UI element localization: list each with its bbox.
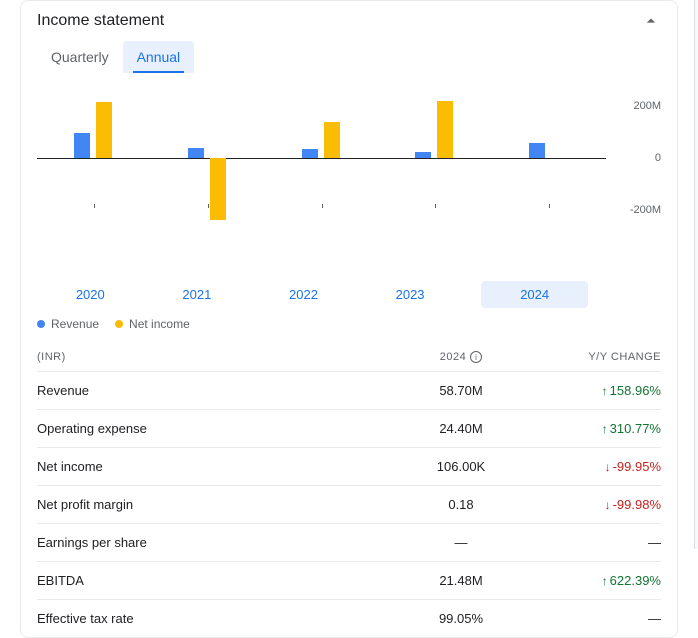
x-tick [208, 204, 209, 208]
bar-netincome[interactable] [324, 122, 340, 158]
legend-dot-revenue [37, 320, 45, 328]
bar-revenue[interactable] [188, 148, 204, 158]
table-header-row: (INR) 2024 i Y/Y CHANGE [37, 339, 661, 371]
metric-name: Earnings per share [37, 535, 401, 550]
bar-revenue[interactable] [302, 149, 318, 158]
panel-title: Income statement [37, 12, 164, 30]
panel-header[interactable]: Income statement [21, 1, 677, 35]
metric-name: Revenue [37, 383, 401, 398]
legend-item-netincome: Net income [115, 317, 190, 331]
tab-annual[interactable]: Annual [123, 41, 195, 73]
y-tick-label: 0 [655, 152, 661, 164]
x-label-year[interactable]: 2021 [144, 281, 251, 308]
metric-change: — [521, 611, 661, 626]
income-statement-panel: Income statement Quarterly Annual 200M 0 -… [20, 0, 678, 638]
x-tick [94, 204, 95, 208]
legend-dot-netincome [115, 320, 123, 328]
bar-revenue[interactable] [74, 133, 90, 158]
x-tick [549, 204, 550, 208]
metric-change: ↓-99.98% [521, 497, 661, 512]
metric-change: ↑310.77% [521, 421, 661, 436]
financial-table: (INR) 2024 i Y/Y CHANGE Revenue58.70M↑15… [21, 339, 677, 637]
table-row[interactable]: EBITDA21.48M↑622.39% [37, 561, 661, 599]
metric-name: Effective tax rate [37, 611, 401, 626]
legend-label-netincome: Net income [129, 317, 190, 331]
chart-plot-area [37, 93, 606, 223]
metric-value: 0.18 [401, 497, 521, 512]
y-tick-label: -200M [630, 204, 661, 216]
info-icon[interactable]: i [470, 351, 482, 363]
bar-netincome[interactable] [210, 158, 226, 220]
x-label-year[interactable]: 2020 [37, 281, 144, 308]
table-row[interactable]: Earnings per share—— [37, 523, 661, 561]
metric-value: 24.40M [401, 421, 521, 436]
metric-change: — [521, 535, 661, 550]
y-tick-label: 200M [633, 100, 661, 112]
legend-item-revenue: Revenue [37, 317, 99, 331]
table-row[interactable]: Revenue58.70M↑158.96% [37, 371, 661, 409]
tab-quarterly[interactable]: Quarterly [37, 41, 123, 73]
revenue-chart: 200M 0 -200M [37, 93, 661, 243]
scrollbar-track[interactable] [694, 0, 698, 549]
bar-netincome[interactable] [437, 101, 453, 158]
metric-change: ↓-99.95% [521, 459, 661, 474]
metric-value: 21.48M [401, 573, 521, 588]
metric-name: EBITDA [37, 573, 401, 588]
period-tabs: Quarterly Annual [21, 41, 677, 73]
currency-label: (INR) [37, 351, 401, 363]
legend-label-revenue: Revenue [51, 317, 99, 331]
metric-change: ↑158.96% [521, 383, 661, 398]
table-body: Revenue58.70M↑158.96%Operating expense24… [37, 371, 661, 637]
x-label-year[interactable]: 2024 [481, 281, 588, 308]
metric-value: — [401, 535, 521, 550]
chart-y-axis: 200M 0 -200M [611, 93, 661, 223]
bar-revenue[interactable] [415, 152, 431, 158]
metric-name: Net income [37, 459, 401, 474]
chart-zero-line [37, 158, 606, 159]
table-row[interactable]: Net income106.00K↓-99.95% [37, 447, 661, 485]
change-column-header: Y/Y CHANGE [521, 351, 661, 363]
metric-name: Net profit margin [37, 497, 401, 512]
table-row[interactable]: Net profit margin0.18↓-99.98% [37, 485, 661, 523]
chart-legend: Revenue Net income [21, 309, 677, 339]
value-column-header: 2024 i [401, 351, 521, 363]
chevron-up-icon [641, 11, 661, 31]
metric-change: ↑622.39% [521, 573, 661, 588]
chart-x-labels: 2020202120222023 2024 [37, 281, 606, 308]
x-tick [435, 204, 436, 208]
bar-netincome[interactable] [96, 102, 112, 158]
x-tick [322, 204, 323, 208]
metric-value: 58.70M [401, 383, 521, 398]
x-label-year[interactable]: 2023 [357, 281, 464, 308]
metric-value: 99.05% [401, 611, 521, 626]
table-row[interactable]: Operating expense24.40M↑310.77% [37, 409, 661, 447]
metric-value: 106.00K [401, 459, 521, 474]
metric-name: Operating expense [37, 421, 401, 436]
x-label-year[interactable]: 2022 [250, 281, 357, 308]
table-row[interactable]: Effective tax rate99.05%— [37, 599, 661, 637]
bar-revenue[interactable] [529, 143, 545, 158]
